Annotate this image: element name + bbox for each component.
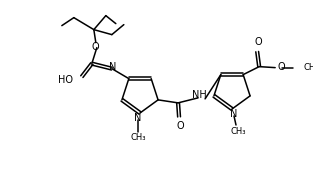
Text: NH: NH [192, 90, 207, 100]
Text: N: N [230, 109, 238, 119]
Text: CH₃: CH₃ [230, 126, 246, 136]
Text: CH₃: CH₃ [303, 63, 313, 72]
Text: HO: HO [58, 75, 73, 85]
Text: O: O [91, 42, 99, 52]
Text: N: N [134, 113, 142, 123]
Text: CH₃: CH₃ [130, 134, 146, 142]
Text: O: O [254, 37, 262, 47]
Text: O: O [277, 62, 285, 72]
Text: O: O [176, 121, 184, 131]
Text: N: N [109, 62, 116, 72]
